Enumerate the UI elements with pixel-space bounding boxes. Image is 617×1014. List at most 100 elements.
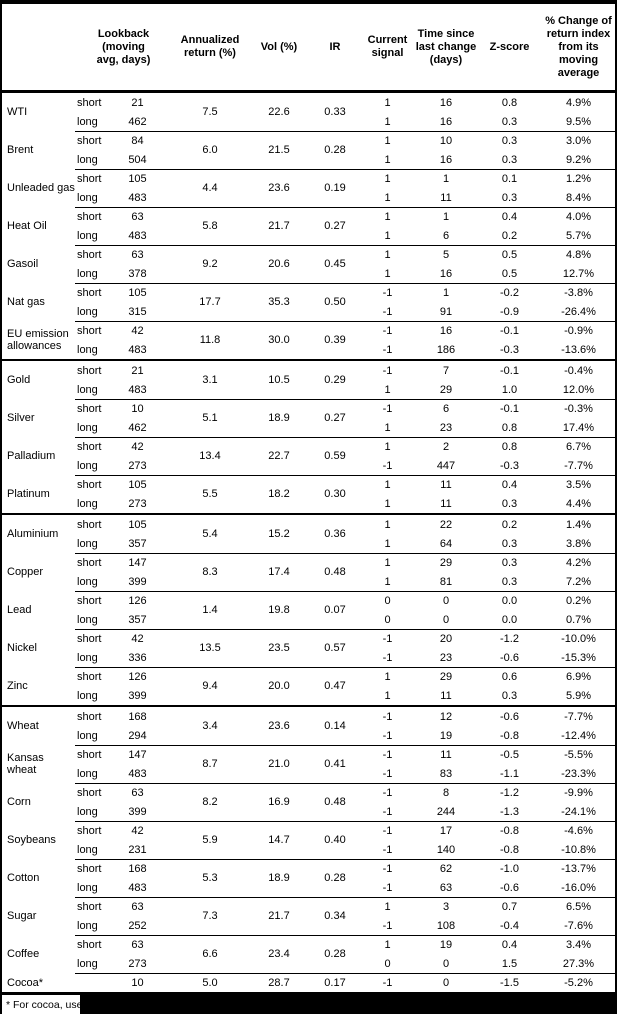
side-label: short <box>77 324 102 337</box>
lookback-value: 21 <box>131 364 144 377</box>
side-label: short <box>77 786 102 799</box>
signal-value: 1 <box>384 518 391 531</box>
pct-change-value: -13.6% <box>561 343 596 356</box>
zscore-value: -0.8 <box>500 824 519 837</box>
commodity-name: Nickel <box>7 642 37 654</box>
time-since-value: 29 <box>439 383 453 396</box>
time-since-value: 16 <box>439 96 453 109</box>
pct-change-value: -13.7% <box>561 862 596 875</box>
pct-change-value: -15.3% <box>561 651 596 664</box>
commodity-name: Gold <box>7 374 31 386</box>
header-zscore: Z-score <box>489 40 530 53</box>
time-since-value: 0 <box>442 976 450 989</box>
commodity-name: Sugar <box>7 910 37 922</box>
commodity-block: Zinc 9.4 20.0 0.47 short 126 1 29 0.6 6.9% long 399… <box>2 667 615 705</box>
ir-value: 0.48 <box>324 566 346 578</box>
time-since-value: 83 <box>439 767 453 780</box>
vol-value: 20.0 <box>268 680 290 692</box>
commodity-block: Heat Oil 5.8 21.7 0.27 short 63 1 1 0.4 4.0% long 4… <box>2 207 615 245</box>
pct-change-value: -3.8% <box>564 286 593 299</box>
lookback-value: 84 <box>131 134 144 147</box>
ir-value: 0.50 <box>324 296 346 308</box>
signal-value: 1 <box>384 689 391 702</box>
lookback-value: 126 <box>128 670 147 683</box>
lookback-value: 105 <box>128 478 147 491</box>
zscore-value: 0.3 <box>501 689 518 702</box>
side-label: short <box>77 594 102 607</box>
pct-change-value: -24.1% <box>561 805 596 818</box>
zscore-value: -0.5 <box>500 748 519 761</box>
commodity-block: Cotton 5.3 18.9 0.28 short 168 -1 62 -1.0 -13.7% l… <box>2 859 615 897</box>
commodity-name: Lead <box>7 604 32 616</box>
annualized-return-value: 7.5 <box>202 106 218 118</box>
signal-value: 1 <box>384 172 391 185</box>
vol-value: 21.0 <box>268 758 290 770</box>
pct-change-value: 4.0% <box>565 210 592 223</box>
lookback-value: 42 <box>131 440 144 453</box>
ir-value: 0.45 <box>324 258 346 270</box>
side-label <box>75 973 103 992</box>
ir-value: 0.27 <box>324 412 346 424</box>
commodity-block: Aluminium 5.4 15.2 0.36 short 105 1 22 0.2 1.4% lo… <box>2 513 615 553</box>
pct-change-value: 3.4% <box>565 938 592 951</box>
footnote-text: * For cocoa, uses c <box>6 998 96 1011</box>
zscore-value: 0.3 <box>501 537 518 550</box>
signal-value: -1 <box>382 459 393 472</box>
pct-change-value: -7.6% <box>564 919 593 932</box>
pct-change-value: 0.2% <box>565 594 592 607</box>
commodity-block: Coffee 6.6 23.4 0.28 short 63 1 19 0.4 3.4% long 27… <box>2 935 615 973</box>
time-since-value: 29 <box>439 670 453 683</box>
pct-change-value: -26.4% <box>561 305 596 318</box>
pct-change-value: 8.4% <box>565 191 592 204</box>
side-label: long <box>77 805 98 818</box>
signal-value: 0 <box>384 613 391 626</box>
side-label: short <box>77 748 102 761</box>
zscore-value: -1.2 <box>500 632 519 645</box>
time-since-value: 244 <box>436 805 456 818</box>
lookback-value: 168 <box>128 710 147 723</box>
lookback-value: 63 <box>131 786 144 799</box>
commodity-block: Wheat 3.4 23.6 0.14 short 168 -1 12 -0.6 -7.7% lon… <box>2 705 615 745</box>
commodity-block: Gold 3.1 10.5 0.29 short 21 -1 7 -0.1 -0.4% long 48… <box>2 359 615 399</box>
lookback-value: 483 <box>128 191 147 204</box>
side-label: long <box>77 957 98 970</box>
side-label: long <box>77 343 98 356</box>
signal-value: 1 <box>384 96 391 109</box>
lookback-value: 126 <box>128 594 147 607</box>
pct-change-value: -5.5% <box>564 748 593 761</box>
header-ir: IR <box>329 40 341 53</box>
zscore-value: 0.6 <box>501 670 518 683</box>
lookback-value: 483 <box>128 343 147 356</box>
time-since-value: 16 <box>439 115 453 128</box>
vol-value: 20.6 <box>268 258 290 270</box>
vol-value: 28.7 <box>268 976 290 989</box>
annualized-return-value: 5.9 <box>202 834 218 846</box>
time-since-value: 11 <box>440 497 452 510</box>
side-label: short <box>77 286 102 299</box>
time-since-value: 11 <box>440 748 452 761</box>
pct-change-value: 1.2% <box>565 172 592 185</box>
pct-change-value: 12.0% <box>562 383 595 396</box>
zscore-value: 0.0 <box>501 594 518 607</box>
zscore-value: 0.0 <box>501 613 518 626</box>
zscore-value: 0.3 <box>501 575 518 588</box>
table-header: Lookback (moving avg, days) Annualized r… <box>2 4 615 93</box>
ir-value: 0.30 <box>324 488 346 500</box>
footnote: * For cocoa, uses c <box>2 992 615 1014</box>
lookback-value: 399 <box>128 575 147 588</box>
lookback-value: 105 <box>128 172 147 185</box>
lookback-value: 357 <box>128 613 147 626</box>
time-since-value: 1 <box>442 210 450 223</box>
zscore-value: -0.2 <box>500 286 519 299</box>
signal-value: 1 <box>384 115 391 128</box>
zscore-value: 0.8 <box>501 421 518 434</box>
annualized-return-value: 1.4 <box>202 604 218 616</box>
ir-value: 0.07 <box>324 604 346 616</box>
lookback-value: 105 <box>128 518 147 531</box>
zscore-value: -0.6 <box>500 881 519 894</box>
pct-change-value: -10.8% <box>561 843 596 856</box>
signal-value: 1 <box>384 248 391 261</box>
lookback-value: 483 <box>128 881 147 894</box>
side-label: short <box>77 632 102 645</box>
